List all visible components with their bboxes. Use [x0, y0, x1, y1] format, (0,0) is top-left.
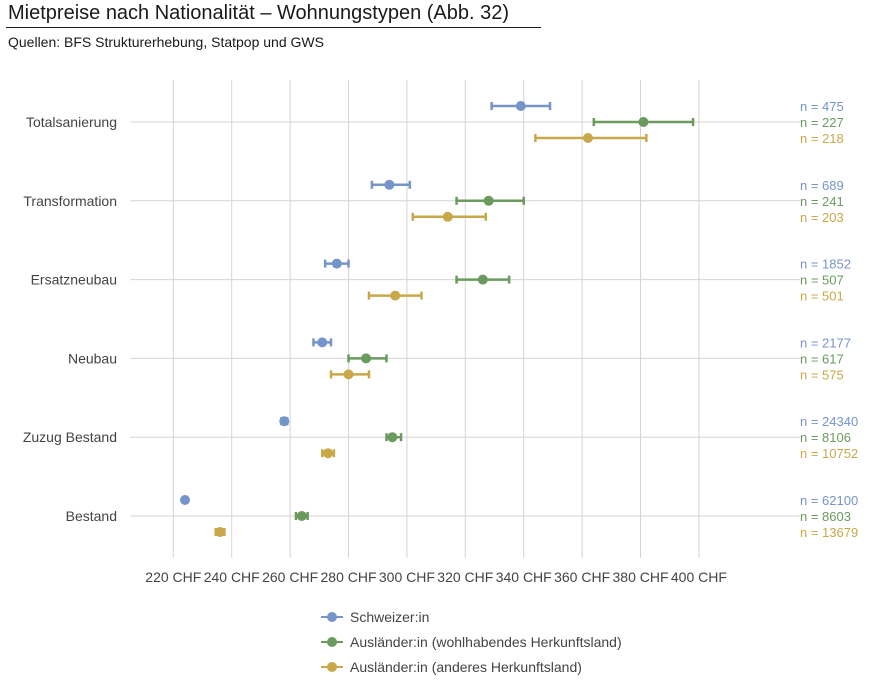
category-label: Totalsanierung	[26, 114, 117, 130]
x-tick-label: 280 CHF	[321, 569, 377, 585]
data-point	[483, 195, 494, 206]
data-point	[317, 337, 328, 348]
x-tick-label: 380 CHF	[613, 569, 669, 585]
data-point	[343, 369, 354, 380]
sample-size-label: n = 10752	[800, 446, 858, 461]
data-marks	[180, 101, 695, 537]
sample-size-label: n = 8603	[800, 509, 851, 524]
sample-size-label: n = 218	[800, 131, 844, 146]
sample-size-label: n = 13679	[800, 525, 858, 540]
sample-size-label: n = 227	[800, 115, 844, 130]
data-point	[638, 117, 649, 127]
data-point	[361, 353, 372, 364]
sample-size-label: n = 507	[800, 273, 844, 288]
x-axis-tick-labels: 220 CHF 240 CHF 260 CHF 280 CHF 300 CHF 320 C…	[145, 569, 727, 585]
sample-size-label: n = 575	[800, 367, 844, 382]
category-label: Zuzug Bestand	[23, 429, 117, 445]
data-point	[215, 527, 226, 537]
data-point	[390, 290, 401, 301]
gridlines	[130, 80, 800, 558]
x-tick-label: 320 CHF	[437, 569, 493, 585]
chart-title: Mietpreise nach Nationalität – Wohnungst…	[8, 2, 510, 24]
sample-size-label: n = 2177	[800, 335, 851, 350]
data-point	[331, 258, 342, 269]
data-point	[515, 101, 526, 111]
dot-plot-chart: Totalsanierung Transformation Ersatzneubau…	[23, 80, 858, 585]
data-point	[477, 274, 488, 285]
sample-size-label: n = 689	[800, 178, 844, 193]
x-tick-label: 300 CHF	[379, 569, 435, 585]
chart-subtitle: Quellen: BFS Strukturerhebung, Statpop u…	[8, 34, 324, 50]
sample-size-label: n = 501	[800, 289, 844, 304]
title-underline	[6, 27, 541, 28]
data-point	[387, 432, 398, 443]
category-label: Transformation	[23, 193, 117, 209]
data-point	[323, 448, 334, 459]
data-point	[582, 133, 593, 143]
x-tick-label: 400 CHF	[671, 569, 727, 585]
legend-label: Schweizer:in	[350, 609, 430, 625]
sample-size-label: n = 617	[800, 351, 844, 366]
data-point	[442, 211, 453, 222]
data-point	[180, 495, 190, 505]
legend-label: Ausländer:in (wohlhabendes Herkunftsland…	[350, 634, 622, 650]
x-tick-label: 340 CHF	[496, 569, 552, 585]
sample-size-label: n = 24340	[800, 414, 858, 429]
sample-size-label: n = 241	[800, 194, 844, 209]
legend-dot-swatch	[327, 612, 337, 622]
category-label: Neubau	[68, 350, 117, 366]
data-point	[384, 179, 395, 190]
sample-size-label: n = 475	[800, 99, 844, 114]
legend-label: Ausländer:in (anderes Herkunftsland)	[350, 659, 582, 675]
category-label: Bestand	[66, 508, 117, 524]
data-point	[296, 511, 307, 521]
sample-size-label: n = 62100	[800, 493, 858, 508]
x-tick-label: 220 CHF	[145, 569, 201, 585]
legend-dot-swatch	[327, 662, 337, 672]
x-tick-label: 360 CHF	[554, 569, 610, 585]
sample-size-label: n = 8106	[800, 430, 851, 445]
x-tick-label: 240 CHF	[204, 569, 260, 585]
x-tick-label: 260 CHF	[262, 569, 318, 585]
data-point	[279, 416, 290, 427]
category-labels: Totalsanierung Transformation Ersatzneubau…	[23, 114, 117, 524]
sample-size-label: n = 203	[800, 210, 844, 225]
category-label: Ersatzneubau	[31, 272, 117, 288]
legend-dot-swatch	[327, 637, 337, 647]
sample-size-label: n = 1852	[800, 257, 851, 272]
